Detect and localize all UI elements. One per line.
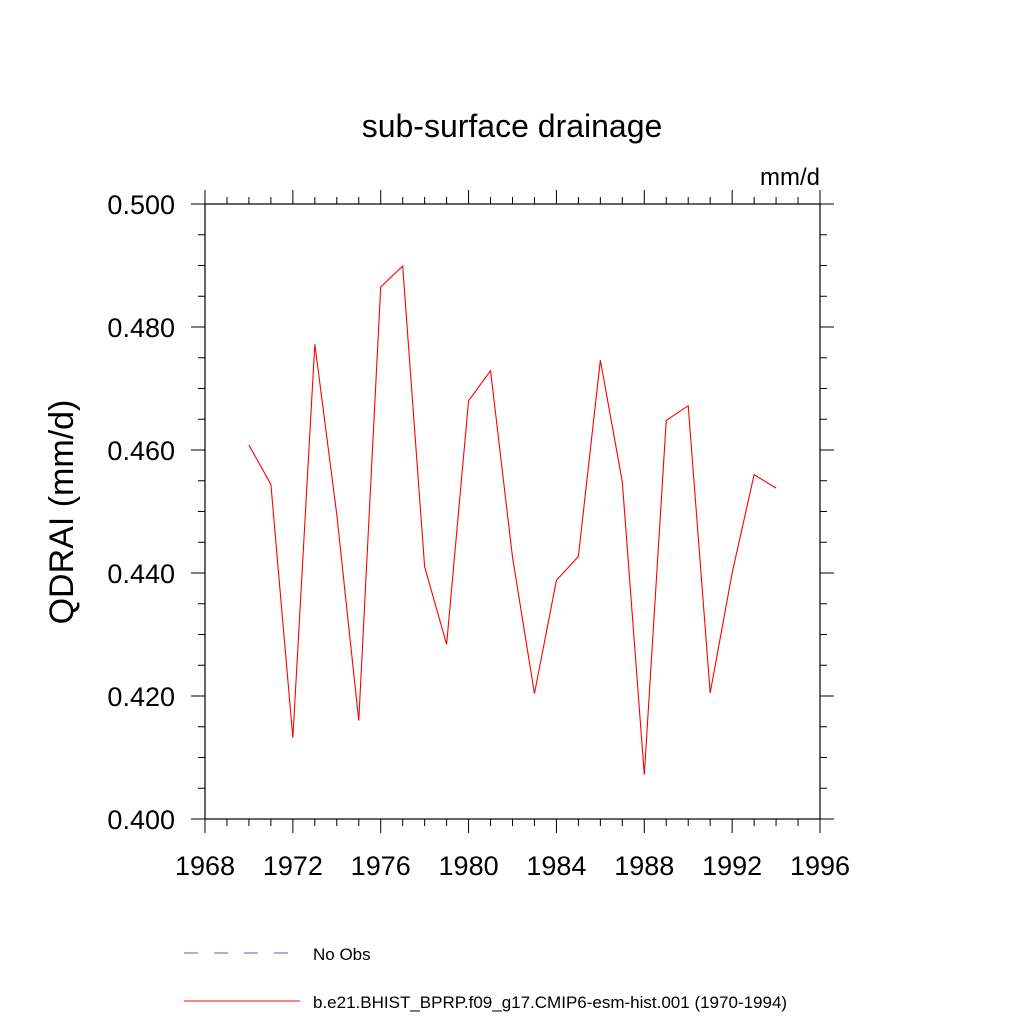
x-tick-label: 1968 [175, 851, 235, 881]
y-tick-label: 0.480 [107, 313, 175, 343]
x-tick-label: 1976 [351, 851, 411, 881]
legend: No Obs b.e21.BHIST_BPRP.f09_g17.CMIP6-esm… [184, 945, 787, 1012]
y-tick-label: 0.500 [107, 190, 175, 220]
legend-label: b.e21.BHIST_BPRP.f09_g17.CMIP6-esm-hist.… [313, 993, 787, 1012]
y-tick-label: 0.460 [107, 436, 175, 466]
legend-label: No Obs [313, 945, 371, 964]
plot-area: 1968 1972 1976 1980 1984 1988 1992 1996 0.400 0.4… [107, 190, 850, 881]
y-axis-label: QDRAI (mm/d) [43, 400, 81, 625]
x-tick-label: 1988 [614, 851, 674, 881]
chart-title: sub-surface drainage [362, 108, 663, 144]
x-tick-label: 1984 [526, 851, 586, 881]
x-tick-label: 1996 [790, 851, 850, 881]
plot-frame [204, 203, 821, 820]
x-tick-label: 1992 [702, 851, 762, 881]
y-tick-label: 0.400 [107, 805, 175, 835]
units-label: mm/d [760, 164, 820, 191]
x-tick-label: 1972 [263, 851, 323, 881]
series-line [248, 264, 777, 775]
y-tick-label: 0.420 [107, 682, 175, 712]
y-tick-label: 0.440 [107, 559, 175, 589]
x-tick-label: 1980 [439, 851, 499, 881]
